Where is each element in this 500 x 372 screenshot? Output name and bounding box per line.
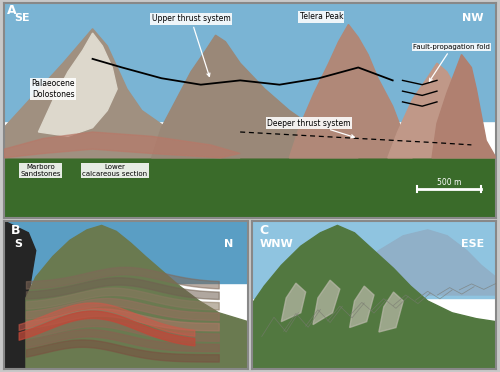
Polygon shape	[26, 225, 248, 369]
Text: S: S	[14, 239, 22, 249]
Polygon shape	[350, 286, 374, 328]
Polygon shape	[4, 132, 240, 158]
Polygon shape	[388, 63, 496, 158]
Bar	[4, 221, 248, 283]
Text: Telera Peak: Telera Peak	[300, 12, 343, 22]
Text: Palaeocene
Dolostones: Palaeocene Dolostones	[32, 79, 75, 99]
Text: SE: SE	[14, 13, 30, 23]
Bar	[4, 158, 496, 218]
Bar	[252, 221, 496, 298]
Polygon shape	[252, 225, 496, 369]
Text: Upper thrust system: Upper thrust system	[152, 14, 230, 76]
Polygon shape	[38, 33, 117, 136]
Text: NW: NW	[462, 13, 483, 23]
Polygon shape	[4, 29, 240, 158]
Text: A: A	[6, 4, 16, 17]
Text: Marboro
Sandstones: Marboro Sandstones	[20, 164, 61, 177]
Polygon shape	[4, 221, 36, 369]
Text: ESE: ESE	[460, 239, 484, 249]
Text: Lower
calcareous section: Lower calcareous section	[82, 164, 148, 177]
Polygon shape	[152, 35, 358, 158]
Text: Fault-propagation fold: Fault-propagation fold	[414, 44, 490, 81]
Polygon shape	[432, 55, 496, 158]
Bar	[4, 3, 496, 121]
Text: Deeper thrust system: Deeper thrust system	[268, 119, 354, 138]
Text: 500 m: 500 m	[437, 178, 462, 187]
Polygon shape	[379, 292, 404, 332]
Text: WNW: WNW	[260, 239, 293, 249]
Polygon shape	[338, 230, 496, 295]
Text: C: C	[260, 224, 268, 237]
Polygon shape	[313, 280, 340, 325]
Text: B: B	[12, 224, 21, 237]
Polygon shape	[282, 283, 306, 322]
Polygon shape	[290, 25, 412, 158]
Text: N: N	[224, 239, 234, 249]
